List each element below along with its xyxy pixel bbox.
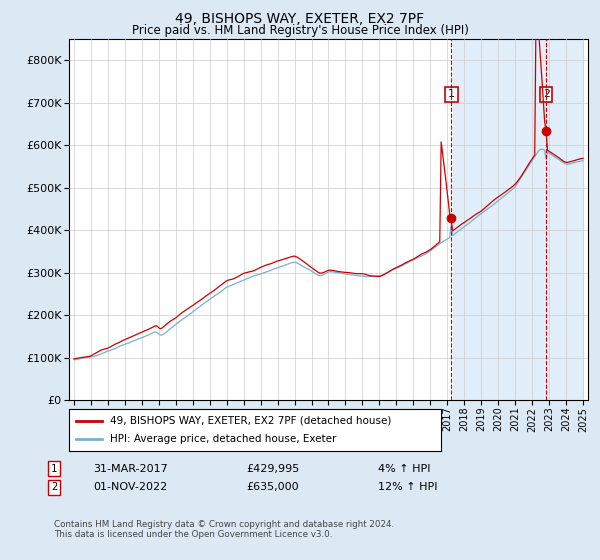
- Text: 1: 1: [448, 90, 455, 100]
- Text: 12% ↑ HPI: 12% ↑ HPI: [378, 482, 437, 492]
- Text: Price paid vs. HM Land Registry's House Price Index (HPI): Price paid vs. HM Land Registry's House …: [131, 24, 469, 36]
- Text: 2: 2: [51, 482, 57, 492]
- Text: 01-NOV-2022: 01-NOV-2022: [93, 482, 167, 492]
- Text: 49, BISHOPS WAY, EXETER, EX2 7PF (detached house): 49, BISHOPS WAY, EXETER, EX2 7PF (detach…: [110, 416, 391, 426]
- Text: 1: 1: [51, 464, 57, 474]
- Text: 49, BISHOPS WAY, EXETER, EX2 7PF: 49, BISHOPS WAY, EXETER, EX2 7PF: [175, 12, 425, 26]
- Text: Contains HM Land Registry data © Crown copyright and database right 2024.
This d: Contains HM Land Registry data © Crown c…: [54, 520, 394, 539]
- Text: 4% ↑ HPI: 4% ↑ HPI: [378, 464, 431, 474]
- Text: £429,995: £429,995: [246, 464, 299, 474]
- Text: HPI: Average price, detached house, Exeter: HPI: Average price, detached house, Exet…: [110, 434, 336, 444]
- Text: 2: 2: [543, 90, 550, 100]
- Text: £635,000: £635,000: [246, 482, 299, 492]
- Text: 31-MAR-2017: 31-MAR-2017: [93, 464, 168, 474]
